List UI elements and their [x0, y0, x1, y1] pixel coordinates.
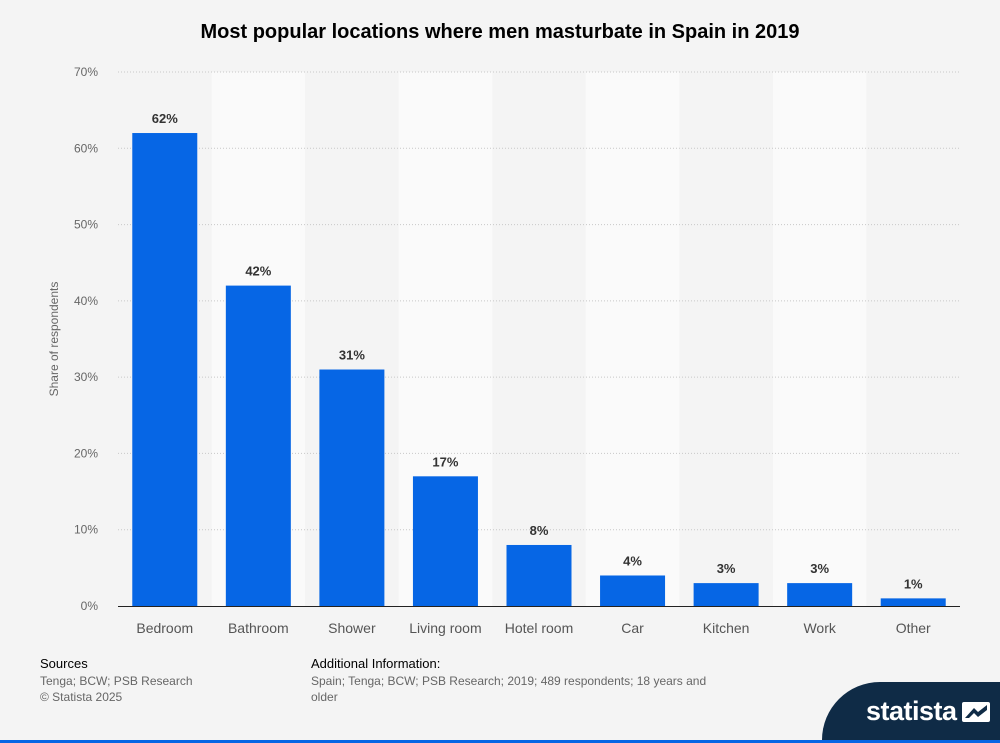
bar — [880, 598, 946, 606]
sources-section: Sources Tenga; BCW; PSB Research © Stati… — [40, 656, 193, 705]
x-tick-label: Shower — [328, 620, 376, 636]
data-label: 3% — [717, 561, 736, 576]
copyright-text: © Statista 2025 — [40, 690, 123, 704]
brand-name: statista — [866, 696, 957, 726]
data-label: 4% — [623, 553, 642, 568]
bar — [412, 476, 478, 606]
x-tick-label: Bathroom — [228, 620, 289, 636]
y-tick-label: 10% — [74, 523, 98, 537]
additional-info-heading: Additional Information: — [311, 656, 441, 671]
bar-chart: 0% 10% 20% 30% 40% 50% 60% 70% 62% Bedroom 42% Bath… — [47, 65, 960, 636]
bar — [225, 285, 291, 606]
x-tick-label: Car — [621, 620, 644, 636]
x-tick-label: Work — [803, 620, 836, 636]
column-band — [772, 72, 867, 606]
statista-logo-icon — [962, 702, 990, 722]
y-tick-label: 0% — [81, 599, 99, 613]
y-tick-label: 70% — [74, 65, 98, 79]
data-label: 62% — [152, 111, 178, 126]
additional-info-text: Spain; Tenga; BCW; PSB Research; 2019; 4… — [311, 674, 707, 704]
y-tick-label: 40% — [74, 294, 98, 308]
data-label: 8% — [530, 523, 549, 538]
y-tick-label: 30% — [74, 370, 98, 384]
bottom-accent-bar — [0, 740, 1000, 743]
data-label: 31% — [339, 348, 365, 363]
x-tick-label: Kitchen — [703, 620, 750, 636]
bar — [787, 583, 853, 606]
x-tick-label: Bedroom — [136, 620, 193, 636]
data-label: 1% — [904, 576, 923, 591]
x-tick-label: Living room — [409, 620, 481, 636]
bar — [132, 133, 198, 606]
data-label: 3% — [810, 561, 829, 576]
bar — [600, 575, 666, 606]
y-tick-label: 50% — [74, 218, 98, 232]
bar — [693, 583, 759, 606]
y-axis-title: Share of respondents — [47, 282, 61, 397]
y-tick-label: 60% — [74, 141, 98, 155]
x-tick-label: Hotel room — [505, 620, 573, 636]
bar — [506, 544, 572, 606]
column-band — [585, 72, 680, 606]
x-tick-label: Other — [896, 620, 931, 636]
bar — [319, 369, 385, 606]
sources-text: Tenga; BCW; PSB Research — [40, 674, 193, 688]
data-label: 17% — [432, 454, 458, 469]
statista-logo[interactable]: statista — [822, 682, 1000, 740]
y-tick-label: 20% — [74, 446, 98, 460]
additional-info-section: Additional Information: Spain; Tenga; BC… — [311, 656, 731, 705]
chart-title: Most popular locations where men masturb… — [200, 21, 800, 43]
data-label: 42% — [245, 264, 271, 279]
sources-heading: Sources — [40, 656, 88, 671]
